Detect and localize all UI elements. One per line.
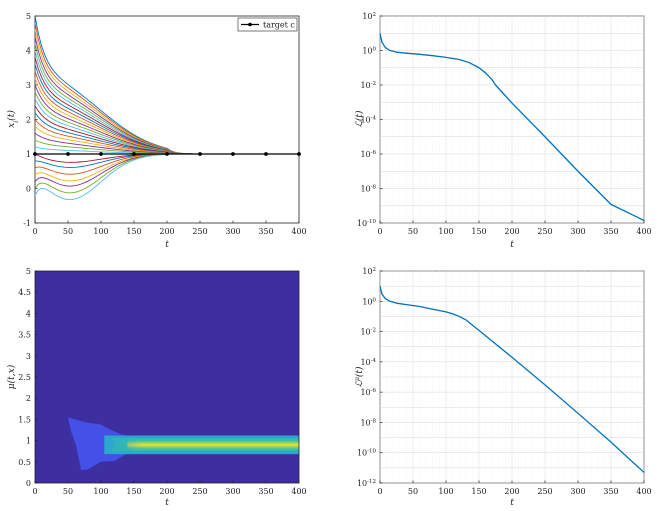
- y-tick-label: 10-10: [357, 219, 377, 228]
- target-marker: [99, 152, 103, 156]
- x-tick-label: 150: [471, 227, 486, 236]
- y-tick-label: 0.5: [18, 458, 31, 467]
- x-tick-label: 0: [377, 487, 382, 496]
- y-tick-label: 10-12: [357, 479, 376, 488]
- x-axis-label: t: [165, 498, 169, 508]
- y-tick-label: 10-10: [357, 449, 377, 458]
- y-tick-label: 10-6: [360, 388, 376, 397]
- x-axis-label: t: [510, 240, 514, 250]
- x-tick-label: 50: [408, 227, 418, 236]
- y-tick-label: 100: [362, 297, 376, 306]
- loss-line: [379, 285, 645, 473]
- x-tick-label: 300: [225, 487, 240, 496]
- panel-loss-mu: 0 50 100 150 200 250 300 350 400 102 100 10-2 10-4 10…: [354, 267, 652, 508]
- y-tick-label: 1: [26, 150, 31, 159]
- x-tick-label: 350: [258, 227, 273, 236]
- y-tick-label: 10-2: [360, 328, 376, 337]
- x-tick-label: 350: [258, 487, 273, 496]
- x-tick-label: 300: [225, 227, 240, 236]
- legend-box: [237, 17, 298, 32]
- target-marker: [231, 152, 235, 156]
- target-marker: [264, 152, 268, 156]
- y-tick-label: 5: [26, 12, 31, 21]
- x-tick-label: 0: [32, 227, 37, 236]
- x-tick-label: 250: [537, 227, 552, 236]
- legend-marker: [248, 22, 252, 27]
- target-marker: [297, 152, 301, 156]
- x-tick-label: 300: [570, 487, 585, 496]
- y-tick-label: 10-4: [360, 116, 376, 125]
- y-axis-label: ℒμ(t): [354, 366, 366, 388]
- y-tick-label: 10-4: [360, 358, 376, 367]
- x-tick-label: 300: [570, 227, 585, 236]
- y-tick-label: 100: [362, 47, 376, 56]
- x-tick-label: 350: [603, 487, 618, 496]
- x-tick-label: 400: [291, 487, 306, 496]
- x-axis-label: t: [510, 498, 514, 508]
- x-tick-label: 50: [63, 227, 73, 236]
- x-tick-label: 100: [93, 487, 108, 496]
- legend: target c: [237, 17, 298, 32]
- y-tick-label: 2: [26, 116, 31, 125]
- x-tick-label: 200: [504, 227, 519, 236]
- x-tick-label: 0: [32, 487, 37, 496]
- x-tick-label: 200: [159, 227, 174, 236]
- x-tick-label: 250: [192, 487, 207, 496]
- y-tick-label: 10-6: [360, 150, 376, 159]
- y-axis-label: μ(t,x): [6, 364, 17, 389]
- y-tick-label: 3: [26, 81, 31, 90]
- y-tick-label: 3: [26, 352, 31, 361]
- y-tick-label: 4: [26, 309, 31, 318]
- y-tick-label: 4: [26, 47, 31, 56]
- x-tick-label: 250: [537, 487, 552, 496]
- x-tick-label: 100: [438, 487, 453, 496]
- y-tick-label: -1: [23, 219, 31, 228]
- legend-label: target c: [263, 21, 295, 30]
- x-tick-label: 50: [408, 487, 418, 496]
- y-tick-label: 102: [362, 12, 376, 21]
- y-tick-label: 0: [26, 185, 31, 194]
- x-tick-label: 50: [63, 487, 73, 496]
- x-axis-label: t: [165, 240, 169, 250]
- x-tick-label: 350: [603, 227, 618, 236]
- loss-line: [379, 33, 645, 222]
- target-marker: [132, 152, 136, 156]
- y-axis-label: ℒ(t): [354, 110, 365, 128]
- x-tick-label: 400: [291, 227, 306, 236]
- y-tick-label: 0: [26, 479, 31, 488]
- target-marker: [66, 152, 70, 156]
- density-transition: [106, 438, 143, 451]
- x-tick-label: 400: [636, 487, 651, 496]
- target-marker: [165, 152, 169, 156]
- plot-area: [34, 15, 300, 224]
- x-tick-label: 100: [438, 227, 453, 236]
- x-tick-label: 150: [126, 487, 141, 496]
- x-tick-label: 200: [504, 487, 519, 496]
- x-tick-label: 150: [126, 227, 141, 236]
- x-tick-label: 0: [377, 227, 382, 236]
- y-tick-label: 1.5: [18, 415, 31, 424]
- x-tick-label: 150: [471, 487, 486, 496]
- y-tick-label: 10-2: [360, 81, 376, 90]
- y-tick-label: 2: [26, 394, 31, 403]
- y-tick-label: 10-8: [360, 418, 376, 427]
- y-tick-label: 102: [362, 267, 376, 276]
- y-tick-label: 1: [26, 437, 31, 446]
- y-tick-label: 10-8: [360, 185, 376, 194]
- panel-density: 0 50 100 150 200 250 300 350 400 0 0.5 1 1.5 2 2.5 3 3.5…: [6, 267, 307, 508]
- y-tick-label: 3.5: [18, 331, 31, 340]
- panel-loss: 0 50 100 150 200 250 300 350 400 102 100 10-2 10-4 10…: [354, 12, 652, 250]
- x-tick-label: 200: [159, 487, 174, 496]
- x-tick-label: 400: [636, 227, 651, 236]
- x-tick-label: 250: [192, 227, 207, 236]
- y-tick-label: 5: [26, 267, 31, 276]
- x-tick-label: 100: [93, 227, 108, 236]
- y-tick-label: 4.5: [18, 288, 31, 297]
- y-axis-label: xi(t): [6, 110, 20, 128]
- density-core: [127, 440, 300, 450]
- target-marker: [198, 152, 202, 156]
- y-tick-label: 2.5: [18, 373, 31, 382]
